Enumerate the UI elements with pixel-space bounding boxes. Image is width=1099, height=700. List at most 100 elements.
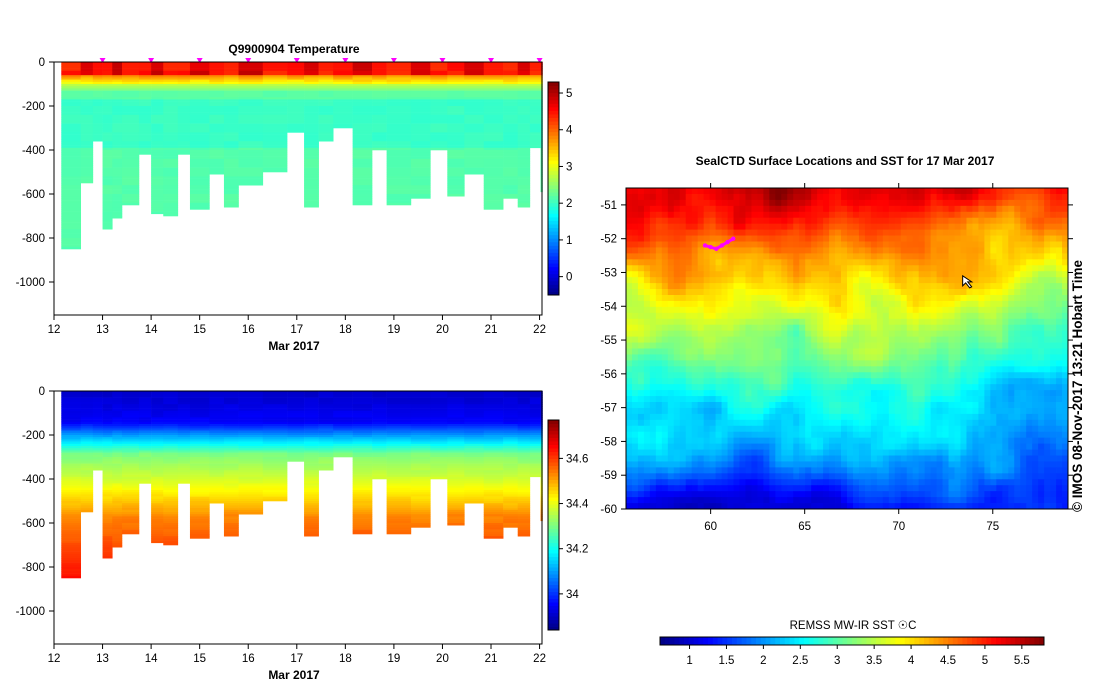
section-cell	[304, 476, 319, 480]
section-cell	[177, 476, 191, 480]
section-cell	[209, 130, 225, 133]
sst-cell	[1020, 253, 1027, 260]
section-cell	[80, 399, 94, 403]
section-cell	[163, 479, 179, 482]
section-cell	[464, 424, 485, 427]
section-cell	[209, 81, 225, 85]
sst-cell	[643, 199, 651, 207]
section-cell	[304, 86, 319, 89]
section-cell	[386, 75, 412, 78]
section-cell	[529, 143, 541, 146]
section-cell	[386, 463, 412, 467]
section-cell	[121, 487, 140, 491]
section-cell	[138, 95, 152, 98]
section-cell	[464, 443, 485, 447]
sst-cell	[715, 193, 722, 201]
section-cell	[372, 97, 387, 100]
sst-cell	[942, 241, 949, 248]
section-cell	[483, 165, 504, 168]
section-cell	[318, 410, 334, 414]
section-cell	[410, 441, 431, 445]
sst-cell	[667, 271, 675, 278]
sst-cell	[631, 235, 639, 242]
section-cell	[92, 134, 103, 138]
section-cell	[517, 141, 531, 144]
section-cell	[151, 178, 164, 182]
sst-cell	[751, 199, 758, 207]
section-cell	[447, 183, 465, 186]
section-cell	[163, 461, 179, 464]
section-cell	[177, 125, 191, 129]
section-cell	[503, 132, 519, 135]
section-cell	[80, 459, 94, 462]
section-cell	[352, 119, 373, 122]
sst-cell	[1044, 271, 1051, 278]
sst-cell	[655, 289, 663, 296]
sst-cell	[751, 205, 758, 213]
section-cell	[121, 461, 140, 464]
section-cell	[503, 185, 519, 188]
section-cell	[151, 435, 164, 438]
sst-cell	[823, 247, 830, 254]
section-cell	[163, 117, 179, 120]
section-cell	[517, 106, 531, 109]
colorbar-swatch	[548, 455, 559, 459]
section-cell	[209, 498, 225, 502]
section-cell	[386, 178, 412, 182]
section-cell	[238, 402, 264, 405]
sst-cell	[655, 199, 663, 207]
sst-cell	[948, 247, 955, 254]
section-cell	[138, 463, 152, 467]
sst-cell	[966, 265, 973, 272]
sst-cell	[942, 188, 949, 195]
section-cell	[163, 492, 179, 495]
section-cell	[238, 479, 264, 482]
section-cell	[189, 494, 210, 497]
section-cell	[92, 70, 103, 74]
section-cell	[447, 501, 465, 504]
section-cell	[517, 97, 531, 100]
section-cell	[121, 154, 140, 157]
section-cell	[304, 176, 319, 179]
section-cell	[352, 174, 373, 177]
section-cell	[80, 472, 94, 475]
section-cell	[318, 128, 334, 131]
sst-cell	[793, 283, 800, 290]
sst-cell	[1014, 265, 1021, 272]
sst-cell	[667, 223, 675, 231]
sst-cell	[847, 241, 854, 248]
section-cell	[529, 424, 541, 427]
section-cell	[163, 536, 179, 539]
section-cell	[352, 64, 373, 67]
sst-cell	[918, 199, 926, 207]
section-cell	[138, 424, 152, 427]
section-cell	[287, 391, 305, 394]
sst-cell	[637, 205, 645, 213]
section-cell	[318, 121, 334, 124]
sst-cell	[649, 199, 657, 207]
section-cell	[163, 516, 179, 519]
section-cell	[517, 498, 531, 502]
section-cell	[92, 97, 103, 100]
sst-cell	[811, 199, 818, 207]
section-cell	[177, 397, 191, 401]
section-cell	[102, 172, 113, 175]
section-cell	[483, 92, 504, 96]
sst-cell	[685, 253, 693, 260]
section-cell	[333, 452, 353, 456]
section-cell	[503, 165, 519, 168]
temperature-plot-frame	[53, 61, 543, 316]
section-cell	[163, 472, 179, 475]
section-cell	[464, 152, 485, 155]
section-cell	[102, 97, 113, 100]
section-cell	[151, 156, 164, 160]
section-cell	[151, 161, 164, 164]
sst-cell	[1014, 217, 1021, 225]
section-cell	[352, 448, 373, 451]
section-cell	[430, 117, 448, 120]
section-cell	[189, 395, 210, 398]
section-cell	[483, 99, 504, 102]
section-cell	[352, 108, 373, 111]
sst-cell	[966, 271, 973, 278]
section-cell	[483, 156, 504, 160]
